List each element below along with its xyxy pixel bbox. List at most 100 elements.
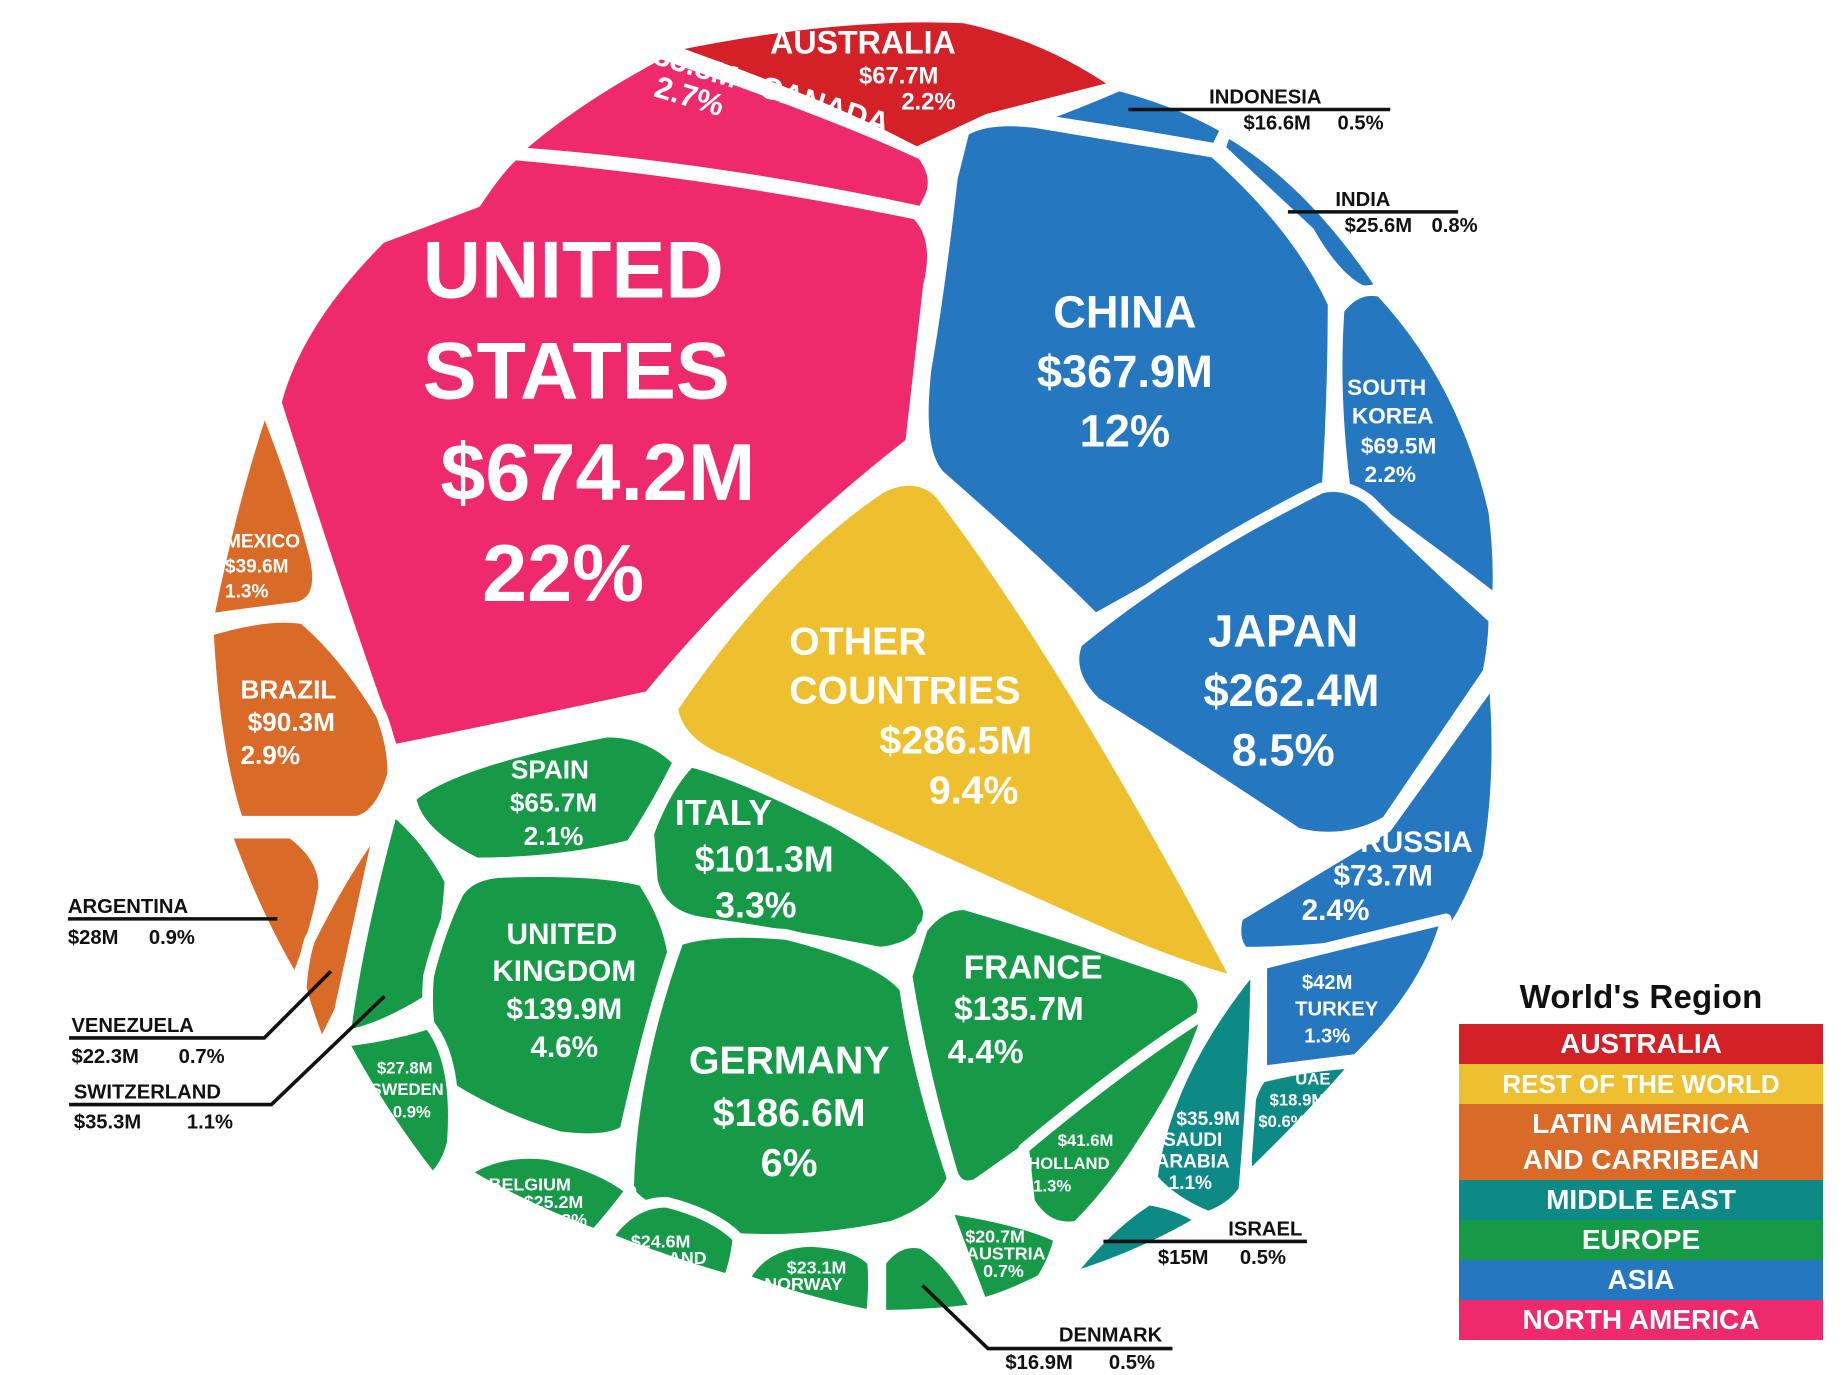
label-belgium-value: $25.2M [524,1192,584,1212]
label-saudi-value: $35.9M [1176,1109,1239,1130]
callout-argentina-value: $28M [68,927,119,949]
label-other-line1: OTHER [789,620,926,664]
legend-item-asia: ASIA [1459,1260,1823,1300]
label-us-value: $674.2M [440,428,755,518]
cell-south-korea [1331,285,1504,607]
label-spain-value: $65.7M [510,788,597,818]
label-brazil-share: 2.9% [240,740,300,770]
cell-other-countries [667,475,1244,988]
leader-venezuela [69,969,333,1040]
label-austria-value: $20.7M [965,1227,1025,1247]
label-italy-name: ITALY [675,793,772,833]
cell-denmark [875,1237,982,1321]
label-brazil-value: $90.3M [248,707,335,737]
label-mexico-share: 1.3% [225,582,268,603]
legend-label: REST OF THE WORLD [1502,1069,1780,1099]
label-france-value: $135.7M [954,991,1084,1028]
label-norway-share: 0.7% [761,1292,802,1312]
label-us-share: 22% [482,529,644,619]
callout-india-name: INDIA [1335,189,1390,211]
label-italy-share: 3.3% [715,886,796,926]
label-australia-share: 2.2% [901,89,955,116]
label-russia-share: 2.4% [1302,894,1370,927]
legend-item-australia: AUSTRALIA [1459,1024,1823,1064]
callout-switzerland-share: 1.1% [187,1111,233,1133]
label-poland-name: POLAND [631,1248,706,1268]
cell-venezuela [295,815,387,1053]
cell-sweden [337,1018,459,1184]
legend-item-middle-east: MIDDLE EAST [1459,1180,1823,1220]
label-france-share: 4.4% [948,1034,1024,1071]
label-skorea-value: $69.5M [1361,433,1436,458]
cell-holland [1018,1006,1214,1233]
label-holland-value: $41.6M [1058,1131,1114,1150]
label-other-share: 9.4% [929,768,1019,812]
label-mexico-name: MEXICO [225,532,300,553]
label-france-name: FRANCE [964,949,1103,986]
legend-item-north-america: NORTH AMERICA [1459,1300,1823,1340]
label-holland-name: HOLLAND [1028,1154,1109,1173]
label-uk-share: 4.6% [530,1031,598,1064]
label-turkey-value: $42M [1302,972,1353,994]
callout-israel-name: ISRAEL [1228,1218,1302,1240]
callout-venezuela-share: 0.7% [179,1046,225,1068]
legend-label: NORTH AMERICA [1522,1304,1760,1335]
callout-indonesia-name: INDONESIA [1209,87,1322,109]
callout-india-share: 0.8% [1432,215,1478,237]
callout-denmark-name: DENMARK [1059,1324,1163,1346]
label-holland-share: 1.3% [1033,1176,1071,1195]
label-saudi-line1: SAUDI [1163,1130,1222,1151]
legend-item-rest-of-world: REST OF THE WORLD [1459,1064,1823,1104]
leader-switzerland [69,994,386,1107]
legend-label: MIDDLE EAST [1546,1184,1736,1215]
callout-denmark-share: 0.5% [1109,1352,1155,1370]
label-austria-share: 0.7% [983,1261,1024,1281]
callout-indonesia-value: $16.6M [1243,113,1310,135]
label-uk-value: $139.9M [506,993,622,1026]
callout-switzerland-value: $35.3M [74,1111,141,1133]
label-uae-share: $0.6% [1258,1112,1305,1131]
label-belgium-share: 0.8% [546,1210,587,1230]
legend-title: World's Region [1519,978,1763,1015]
label-germany-share: 6% [761,1141,818,1185]
label-other-line2: COUNTRIES [789,668,1020,712]
label-china-value: $367.9M [1037,346,1213,397]
callout-israel-value: $15M [1158,1247,1209,1269]
label-spain-share: 2.1% [524,821,584,851]
label-sweden-share: 0.9% [393,1103,431,1122]
legend-label: AUSTRALIA [1560,1028,1722,1059]
cell-poland [601,1196,744,1285]
label-mexico-value: $39.6M [225,557,288,578]
legend-label-line2: AND CARRIBEAN [1522,1144,1760,1175]
label-norway-name: NORWAY [764,1274,842,1294]
legend-label: ASIA [1607,1264,1675,1295]
label-uae-name: UAE [1295,1069,1330,1088]
label-poland-value: $24.6M [631,1231,691,1251]
callout-switzerland-name: SWITZERLAND [74,1082,221,1104]
legend-label: EUROPE [1581,1224,1701,1255]
callout-india-value: $25.6M [1345,215,1412,237]
label-skorea-line1: SOUTH [1347,375,1426,400]
label-spain-name: SPAIN [511,754,589,784]
cell-germany [623,927,958,1245]
callout-venezuela-value: $22.3M [71,1046,138,1068]
label-china-name: CHINA [1053,286,1196,337]
callout-israel-share: 0.5% [1240,1247,1286,1269]
cell-austria [940,1202,1065,1309]
callout-indonesia-share: 0.5% [1337,113,1383,135]
cell-belgium [458,1148,637,1240]
label-australia-name: AUSTRALIA [770,25,956,61]
label-australia-value: $67.7M [859,62,938,89]
label-norway-value: $23.1M [787,1258,847,1278]
legend-label: LATIN AMERICA [1532,1108,1750,1139]
label-sweden-value: $27.8M [377,1059,433,1078]
callout-venezuela-name: VENEZUELA [71,1015,194,1037]
callout-denmark-value: $16.9M [1005,1352,1072,1370]
cell-brazil [202,612,399,827]
label-italy-value: $101.3M [695,839,834,879]
label-poland-share: 0.8% [653,1265,694,1285]
label-us-line1: UNITED [423,226,724,316]
label-uk-line2: KINGDOM [492,955,636,988]
